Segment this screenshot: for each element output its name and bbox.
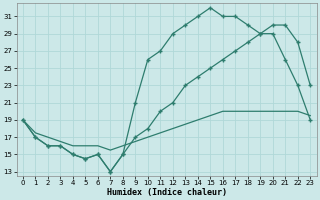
- X-axis label: Humidex (Indice chaleur): Humidex (Indice chaleur): [107, 188, 227, 197]
